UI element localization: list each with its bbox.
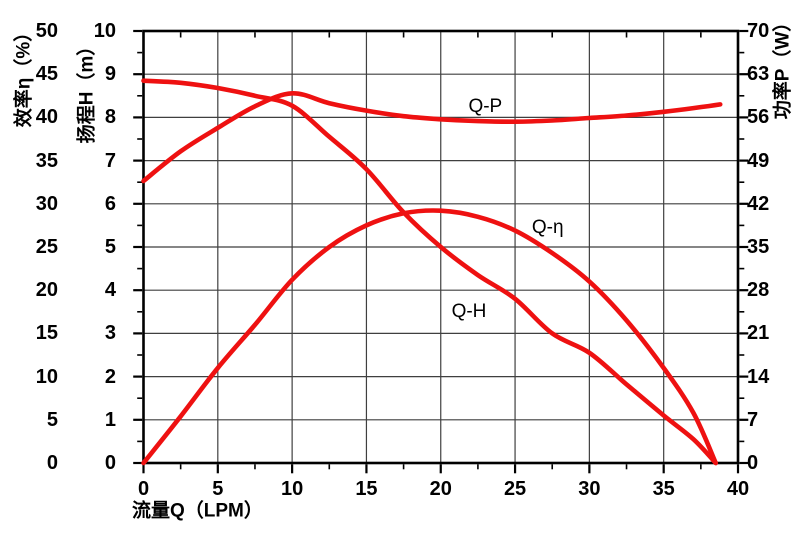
efficiency-tick-label: 30 bbox=[35, 192, 58, 215]
curve-label-q-η: Q-η bbox=[531, 216, 564, 238]
power-tick-label: 21 bbox=[747, 322, 770, 345]
y-axis-title-head: 扬程H（m） bbox=[76, 36, 98, 144]
curve-Q-P bbox=[141, 90, 723, 184]
efficiency-tick-label: 45 bbox=[35, 63, 58, 86]
power-tick-label: 56 bbox=[747, 106, 770, 129]
power-tick-label: 7 bbox=[747, 408, 759, 431]
head-tick-label: 4 bbox=[104, 279, 116, 302]
flow-tick-label: 0 bbox=[137, 478, 150, 500]
head-tick-label: 8 bbox=[104, 106, 116, 129]
y-axis-title-power: 功率P（W） bbox=[772, 12, 794, 120]
head-tick-label: 6 bbox=[104, 192, 116, 215]
efficiency-tick-label: 20 bbox=[35, 279, 58, 302]
power-tick-label: 63 bbox=[747, 63, 770, 86]
x-axis-title-flow: 流量Q（LPM） bbox=[132, 500, 263, 522]
power-tick-label: 70 bbox=[747, 20, 770, 42]
y-axis-title-efficiency: 效率η（%） bbox=[13, 22, 35, 128]
power-tick-label: 0 bbox=[747, 452, 759, 474]
efficiency-tick-label: 50 bbox=[35, 20, 58, 42]
power-tick-label: 42 bbox=[747, 192, 770, 215]
flow-tick-label: 10 bbox=[281, 478, 304, 500]
head-tick-label: 0 bbox=[104, 452, 116, 474]
head-tick-label: 7 bbox=[104, 149, 116, 172]
curve-Q-η bbox=[141, 208, 718, 466]
head-tick-label: 5 bbox=[104, 236, 116, 258]
efficiency-tick-label: 40 bbox=[35, 106, 58, 129]
curve-label-q-p: Q-P bbox=[468, 95, 503, 117]
flow-tick-label: 5 bbox=[212, 478, 224, 500]
efficiency-tick-label: 25 bbox=[35, 236, 58, 258]
curve-Q-H bbox=[141, 78, 718, 466]
head-tick-label: 10 bbox=[93, 20, 116, 42]
head-tick-label: 2 bbox=[104, 365, 116, 388]
flow-tick-label: 20 bbox=[429, 478, 452, 500]
efficiency-tick-label: 10 bbox=[35, 365, 58, 388]
power-tick-label: 35 bbox=[747, 236, 770, 258]
flow-tick-label: 15 bbox=[355, 478, 378, 500]
flow-tick-label: 35 bbox=[652, 478, 675, 500]
flow-tick-label: 40 bbox=[726, 478, 750, 500]
plot-border bbox=[142, 29, 740, 465]
power-tick-label: 49 bbox=[747, 149, 770, 172]
power-tick-label: 14 bbox=[747, 365, 770, 388]
head-tick-label: 9 bbox=[104, 63, 116, 86]
efficiency-tick-label: 15 bbox=[35, 322, 58, 345]
curve-label-q-h: Q-H bbox=[451, 300, 487, 322]
flow-tick-label: 30 bbox=[578, 478, 601, 500]
efficiency-tick-label: 35 bbox=[35, 149, 58, 172]
head-tick-label: 1 bbox=[104, 408, 116, 431]
flow-tick-label: 25 bbox=[503, 478, 527, 500]
efficiency-tick-label: 5 bbox=[46, 408, 58, 431]
efficiency-tick-label: 0 bbox=[46, 452, 58, 474]
head-tick-label: 3 bbox=[104, 322, 116, 345]
power-tick-label: 28 bbox=[747, 279, 770, 302]
